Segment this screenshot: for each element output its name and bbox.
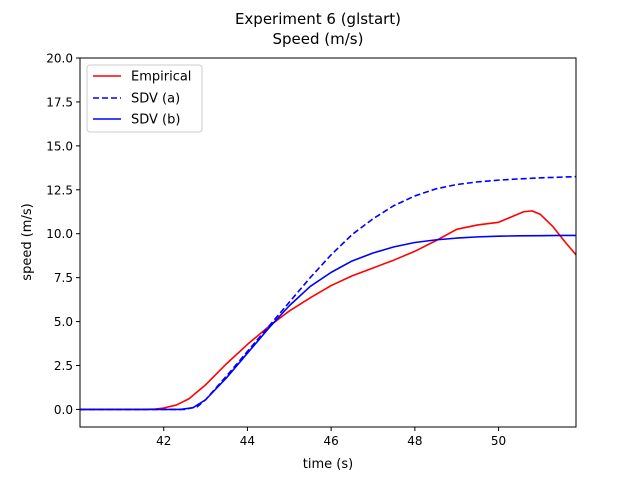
x-tick-label: 42: [156, 434, 171, 448]
plot-area-frame: [79, 57, 577, 428]
legend-label-sdv-a: SDV (a): [131, 92, 180, 107]
legend-box: [86, 64, 203, 133]
chart-title: Experiment 6 (glstart): [235, 10, 401, 28]
series-line-0: [80, 210, 576, 411]
y-tick-label: 10.0: [46, 227, 73, 241]
series-line-2: [80, 234, 576, 411]
y-tick-label: 12.5: [46, 183, 73, 197]
y-tick-label: 7.5: [54, 271, 73, 285]
x-tick-label: 44: [240, 434, 255, 448]
x-tick-label: 46: [323, 434, 338, 448]
y-axis-label: speed (m/s): [20, 203, 35, 280]
series-layer: [80, 175, 576, 411]
y-tick-label: 5.0: [54, 315, 73, 329]
legend: Empirical SDV (a) SDV (b): [86, 64, 203, 133]
y-tick-label: 15.0: [46, 139, 73, 153]
y-tick-label: 20.0: [46, 52, 73, 66]
y-tick-label: 2.5: [54, 359, 73, 373]
chart-subtitle: Speed (m/s): [273, 30, 364, 48]
x-axis-label: time (s): [303, 457, 353, 472]
x-tick-label: 48: [407, 434, 422, 448]
y-axis-ticks: 0.0 2.5 5.0 7.5 10.0 12.5 15.0 17.5 20.0: [46, 52, 80, 417]
legend-label-sdv-b: SDV (b): [131, 113, 180, 128]
x-tick-label: 50: [491, 434, 506, 448]
y-tick-label: 17.5: [46, 95, 73, 109]
y-tick-label: 0.0: [54, 403, 73, 417]
legend-label-empirical: Empirical: [131, 70, 191, 85]
x-axis-ticks: 42 44 46 48 50: [156, 427, 506, 448]
